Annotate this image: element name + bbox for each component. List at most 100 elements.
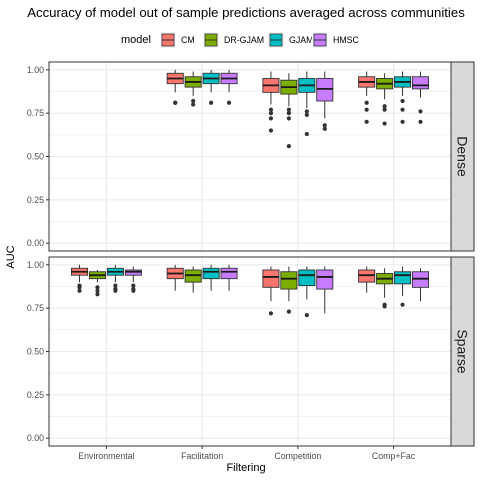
box-body [280, 271, 298, 290]
x-axis: Environmental Facilitation Competition Comp… [78, 446, 416, 461]
outlier-point [364, 100, 369, 105]
outlier-point [364, 107, 369, 112]
box-gjam [202, 69, 220, 105]
outlier-point [304, 109, 309, 114]
legend-label-hmsc: HMSC [333, 35, 360, 45]
y-tick-label: 0.25 [27, 390, 44, 400]
outlier-point [209, 100, 214, 105]
legend-entry-gjam: GJAM [268, 32, 313, 48]
y-tick-label: 0.25 [27, 195, 44, 205]
outlier-point [382, 107, 387, 112]
group-competition [262, 71, 334, 149]
box-hmsc [220, 264, 238, 291]
panels: 0.00 0.25 0.50 0.75 1.00 Dense 0.00 0.25 0.50 0.7… [27, 61, 475, 447]
box-body [411, 76, 430, 90]
box-body [394, 271, 412, 285]
box-cm [166, 264, 184, 291]
panel-strip-label: Sparse [455, 329, 471, 374]
outlier-point [95, 285, 100, 290]
box-cm [358, 71, 376, 124]
outlier-point [95, 288, 100, 293]
legend-entry-hmsc: HMSC [312, 32, 360, 48]
legend-label-dr-gjam: DR-GJAM [224, 35, 264, 45]
outlier-point [268, 128, 274, 133]
outlier-point [400, 302, 405, 307]
box-dr-gjam [88, 270, 106, 297]
y-tick-label: 0.50 [27, 347, 44, 357]
box-gjam [202, 264, 220, 291]
box-dr-gjam [280, 73, 298, 149]
box-dr-gjam [280, 266, 298, 314]
box-hmsc [220, 69, 238, 105]
outlier-point [322, 123, 327, 128]
box-cm [262, 71, 280, 133]
y-tick-label: 1.00 [27, 260, 44, 270]
panel-strip [450, 61, 475, 252]
box-hmsc [411, 268, 430, 302]
outlier-point [131, 288, 136, 293]
panel-strip [450, 256, 475, 447]
x-tick-label: Competition [274, 451, 321, 461]
box-dr-gjam [376, 73, 394, 126]
box-dr-gjam [184, 266, 202, 293]
legend-label-gjam: GJAM [289, 35, 313, 45]
outlier-point [304, 112, 309, 117]
outlier-point [400, 98, 405, 104]
outlier-point [113, 288, 118, 293]
outlier-point [77, 285, 82, 290]
outlier-point [268, 311, 274, 316]
box-hmsc [124, 266, 142, 293]
outlier-point [113, 283, 118, 288]
outlier-point [286, 116, 291, 121]
y-tick-label: 0.00 [27, 433, 44, 443]
legend-label-cm: CM [181, 35, 195, 45]
y-tick-label: 0.50 [27, 152, 44, 162]
group-comp-fac [358, 266, 430, 309]
box-cm [262, 266, 280, 316]
box-body [220, 267, 238, 280]
box-gjam [106, 264, 124, 293]
box-cm [166, 69, 184, 105]
box-gjam [394, 266, 412, 307]
outlier-point [322, 126, 327, 131]
box-gjam [298, 71, 316, 137]
legend: model CM DR-GJAM GJAM HMSC [121, 32, 360, 48]
outlier-point [77, 288, 82, 293]
box-body [298, 269, 316, 287]
y-axis-label: AUC [5, 245, 17, 268]
box-dr-gjam [376, 268, 394, 309]
box-body [316, 269, 334, 290]
outlier-point [286, 111, 291, 116]
outlier-point [95, 292, 100, 297]
outlier-point [131, 283, 136, 288]
panel-strip-label: Dense [455, 136, 471, 177]
outlier-point [286, 143, 291, 149]
outlier-point [173, 100, 178, 105]
x-tick-label: Facilitation [181, 451, 223, 461]
x-tick-label: Environmental [78, 451, 134, 461]
outlier-point [268, 116, 274, 121]
group-environmental [70, 264, 142, 297]
outlier-point [400, 107, 405, 112]
y-tick-label: 1.00 [27, 65, 44, 75]
box-hmsc [316, 71, 334, 131]
x-axis-label: Filtering [226, 462, 265, 474]
box-body [262, 269, 280, 288]
outlier-point [418, 119, 423, 124]
box-cm [70, 264, 89, 293]
outlier-point [382, 304, 387, 309]
group-comp-fac [358, 71, 430, 126]
outlier-point [364, 119, 369, 124]
outlier-point [286, 107, 291, 112]
x-tick-label: Comp+Fac [372, 451, 416, 461]
y-tick-label: 0.00 [27, 238, 44, 248]
box-body [202, 267, 220, 280]
box-hmsc [411, 71, 430, 124]
box-cm [358, 266, 376, 293]
box-gjam [298, 266, 316, 318]
box-gjam [394, 71, 412, 124]
panel-sparse: 0.00 0.25 0.50 0.75 1.00 Sparse [27, 256, 475, 447]
outlier-point [191, 102, 196, 107]
outlier-point [286, 309, 291, 314]
